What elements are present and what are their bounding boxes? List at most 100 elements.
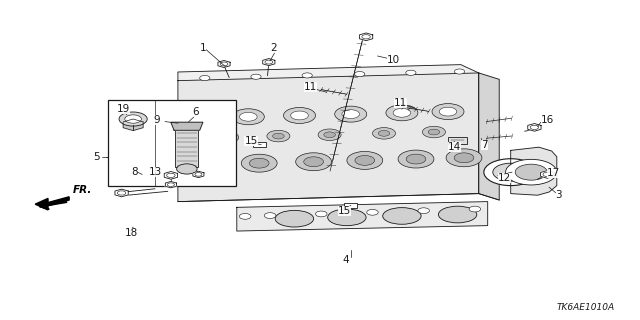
Polygon shape	[123, 119, 143, 131]
Ellipse shape	[328, 209, 366, 226]
Text: 17: 17	[547, 168, 561, 179]
Text: FR.: FR.	[72, 185, 92, 195]
Text: 2: 2	[270, 43, 276, 53]
Circle shape	[200, 76, 210, 81]
Circle shape	[367, 209, 378, 215]
Text: 3: 3	[556, 190, 562, 200]
Ellipse shape	[383, 208, 421, 224]
Circle shape	[304, 157, 323, 167]
Text: 9: 9	[154, 115, 160, 125]
Circle shape	[428, 129, 440, 135]
Ellipse shape	[438, 206, 477, 223]
Circle shape	[446, 149, 482, 167]
Polygon shape	[35, 197, 69, 210]
Circle shape	[454, 153, 474, 163]
Text: 5: 5	[93, 152, 99, 162]
Text: 10: 10	[387, 55, 401, 65]
Circle shape	[422, 126, 445, 138]
Circle shape	[342, 110, 360, 118]
Polygon shape	[511, 147, 557, 195]
Text: 11: 11	[304, 82, 317, 92]
Polygon shape	[193, 171, 204, 178]
Polygon shape	[115, 189, 128, 197]
Text: 1: 1	[200, 43, 206, 53]
Circle shape	[372, 128, 396, 139]
Circle shape	[177, 164, 197, 174]
Circle shape	[125, 115, 141, 123]
Circle shape	[296, 153, 332, 171]
Text: 15: 15	[244, 136, 258, 147]
Text: 19: 19	[116, 104, 130, 115]
Circle shape	[166, 173, 175, 178]
Circle shape	[267, 130, 290, 142]
Circle shape	[378, 131, 390, 136]
Circle shape	[406, 154, 426, 164]
Bar	[344, 203, 357, 208]
Text: 6: 6	[192, 107, 198, 117]
Bar	[448, 137, 467, 144]
Polygon shape	[178, 73, 479, 202]
Text: 16: 16	[541, 115, 554, 125]
Circle shape	[335, 106, 367, 122]
Circle shape	[195, 173, 202, 176]
Bar	[175, 130, 198, 167]
Circle shape	[198, 160, 218, 170]
Circle shape	[418, 208, 429, 213]
Circle shape	[117, 191, 126, 195]
Polygon shape	[218, 60, 230, 68]
Text: 14: 14	[448, 142, 461, 152]
Text: 18: 18	[125, 228, 138, 238]
Circle shape	[432, 104, 464, 120]
Polygon shape	[262, 59, 275, 66]
Text: 15: 15	[338, 205, 351, 216]
Circle shape	[190, 156, 226, 173]
Circle shape	[167, 183, 174, 186]
Circle shape	[515, 164, 547, 180]
Circle shape	[355, 156, 374, 165]
Text: 13: 13	[148, 167, 162, 177]
Ellipse shape	[275, 210, 314, 227]
Circle shape	[324, 132, 335, 138]
Circle shape	[469, 206, 481, 212]
Circle shape	[239, 112, 257, 121]
Circle shape	[264, 213, 276, 219]
Polygon shape	[479, 73, 499, 200]
Text: TK6AE1010A: TK6AE1010A	[556, 303, 614, 312]
Text: 12: 12	[498, 172, 511, 183]
Circle shape	[241, 154, 277, 172]
Polygon shape	[360, 33, 372, 41]
Circle shape	[191, 114, 209, 123]
Circle shape	[386, 105, 418, 121]
Circle shape	[406, 70, 416, 75]
Polygon shape	[165, 181, 177, 188]
Circle shape	[291, 111, 308, 120]
Circle shape	[216, 132, 239, 143]
Text: 8: 8	[131, 167, 138, 177]
Polygon shape	[541, 171, 554, 178]
Circle shape	[184, 110, 216, 126]
Circle shape	[493, 163, 529, 181]
Circle shape	[318, 129, 341, 140]
Circle shape	[220, 62, 228, 66]
Polygon shape	[237, 202, 488, 231]
Circle shape	[530, 125, 539, 130]
Text: 7: 7	[481, 140, 488, 150]
Text: 11: 11	[394, 98, 407, 108]
Circle shape	[347, 151, 383, 169]
Bar	[108, 100, 236, 186]
Circle shape	[251, 74, 261, 79]
Polygon shape	[171, 122, 203, 130]
Circle shape	[239, 213, 251, 219]
Circle shape	[302, 73, 312, 78]
Circle shape	[265, 60, 273, 64]
Circle shape	[232, 109, 264, 125]
Circle shape	[439, 107, 457, 116]
Text: 4: 4	[342, 255, 349, 265]
Circle shape	[316, 211, 327, 217]
Circle shape	[362, 35, 371, 39]
Circle shape	[454, 69, 465, 74]
Circle shape	[543, 172, 552, 177]
Polygon shape	[528, 124, 541, 131]
Circle shape	[355, 71, 365, 76]
Circle shape	[284, 108, 316, 124]
